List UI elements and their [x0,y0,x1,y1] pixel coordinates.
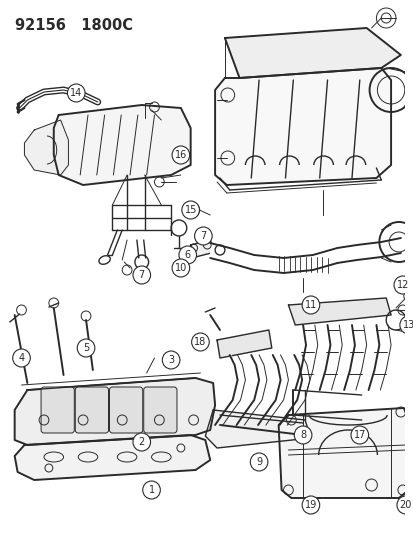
Circle shape [142,481,160,499]
Text: 14: 14 [70,88,82,98]
Circle shape [181,201,199,219]
Text: 17: 17 [353,430,365,440]
Circle shape [67,84,85,102]
Text: 5: 5 [83,343,89,353]
Polygon shape [14,435,210,480]
Polygon shape [224,28,400,78]
Circle shape [172,259,189,277]
Circle shape [301,296,319,314]
Polygon shape [278,408,408,498]
Text: 1: 1 [148,485,154,495]
Polygon shape [288,298,390,325]
Polygon shape [215,68,390,185]
Text: 19: 19 [304,500,316,510]
Circle shape [194,227,211,245]
Text: 12: 12 [396,280,408,290]
Text: 2: 2 [138,437,145,447]
Circle shape [399,316,413,334]
Circle shape [393,276,411,294]
Polygon shape [216,330,271,358]
Text: 7: 7 [138,270,145,280]
Text: 20: 20 [399,500,411,510]
FancyBboxPatch shape [143,387,176,433]
Circle shape [350,426,368,444]
Circle shape [396,496,413,514]
Circle shape [162,351,180,369]
Polygon shape [205,410,310,448]
FancyBboxPatch shape [109,387,142,433]
Circle shape [191,333,209,351]
Text: 15: 15 [184,205,196,215]
Text: 9: 9 [255,457,261,467]
Text: 92156   1800C: 92156 1800C [14,18,132,33]
Polygon shape [14,378,215,445]
FancyBboxPatch shape [75,387,108,433]
Text: 11: 11 [304,300,316,310]
Circle shape [133,433,150,451]
Text: 13: 13 [401,320,413,330]
Circle shape [250,453,267,471]
Text: 4: 4 [19,353,24,363]
Text: 10: 10 [174,263,187,273]
Text: 16: 16 [174,150,187,160]
Circle shape [178,246,196,264]
Text: 3: 3 [168,355,174,365]
Circle shape [77,339,95,357]
Polygon shape [190,240,215,257]
Text: 6: 6 [184,250,190,260]
FancyBboxPatch shape [41,387,74,433]
Text: 7: 7 [200,231,206,241]
Circle shape [294,426,311,444]
Circle shape [301,496,319,514]
Text: 18: 18 [194,337,206,347]
Circle shape [172,146,189,164]
Circle shape [13,349,30,367]
Circle shape [133,266,150,284]
Text: 8: 8 [299,430,306,440]
Polygon shape [54,105,190,185]
Polygon shape [24,120,68,175]
